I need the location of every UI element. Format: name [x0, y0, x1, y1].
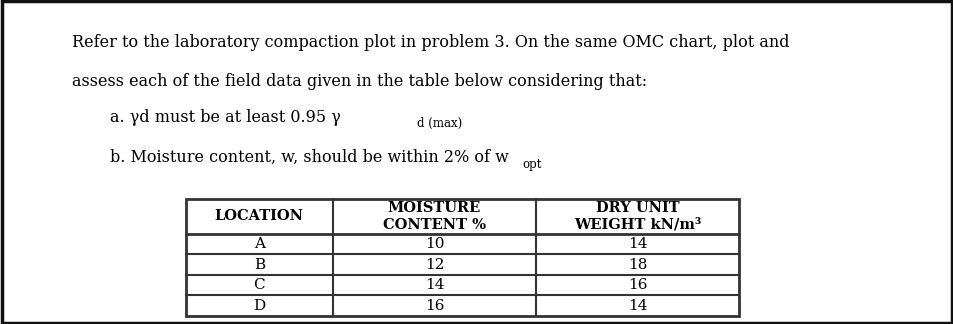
Text: a. γd must be at least 0.95 γ: a. γd must be at least 0.95 γ — [110, 109, 340, 125]
Text: B: B — [253, 258, 265, 272]
Text: d (max): d (max) — [416, 117, 461, 130]
Text: 18: 18 — [628, 258, 647, 272]
Text: 16: 16 — [628, 278, 647, 292]
Text: b. Moisture content, w, should be within 2% of w: b. Moisture content, w, should be within… — [110, 149, 508, 166]
Text: MOISTURE
CONTENT %: MOISTURE CONTENT % — [382, 201, 485, 232]
Text: 12: 12 — [424, 258, 444, 272]
Text: Refer to the laboratory compaction plot in problem 3. On the same OMC chart, plo: Refer to the laboratory compaction plot … — [71, 34, 788, 51]
Text: DRY UNIT
WEIGHT kN/m³: DRY UNIT WEIGHT kN/m³ — [574, 201, 701, 232]
Text: 10: 10 — [424, 237, 444, 251]
Text: C: C — [253, 278, 265, 292]
Text: 14: 14 — [628, 237, 647, 251]
Text: a. γd must be at least 0.95 γ: a. γd must be at least 0.95 γ — [110, 109, 340, 125]
Text: opt: opt — [522, 158, 541, 171]
Text: 16: 16 — [424, 299, 444, 313]
Text: A: A — [253, 237, 265, 251]
Text: 14: 14 — [424, 278, 444, 292]
Bar — [186, 199, 739, 316]
Text: D: D — [253, 299, 265, 313]
Text: 14: 14 — [628, 299, 647, 313]
Text: LOCATION: LOCATION — [214, 209, 303, 224]
Text: assess each of the field data given in the table below considering that:: assess each of the field data given in t… — [71, 73, 646, 90]
